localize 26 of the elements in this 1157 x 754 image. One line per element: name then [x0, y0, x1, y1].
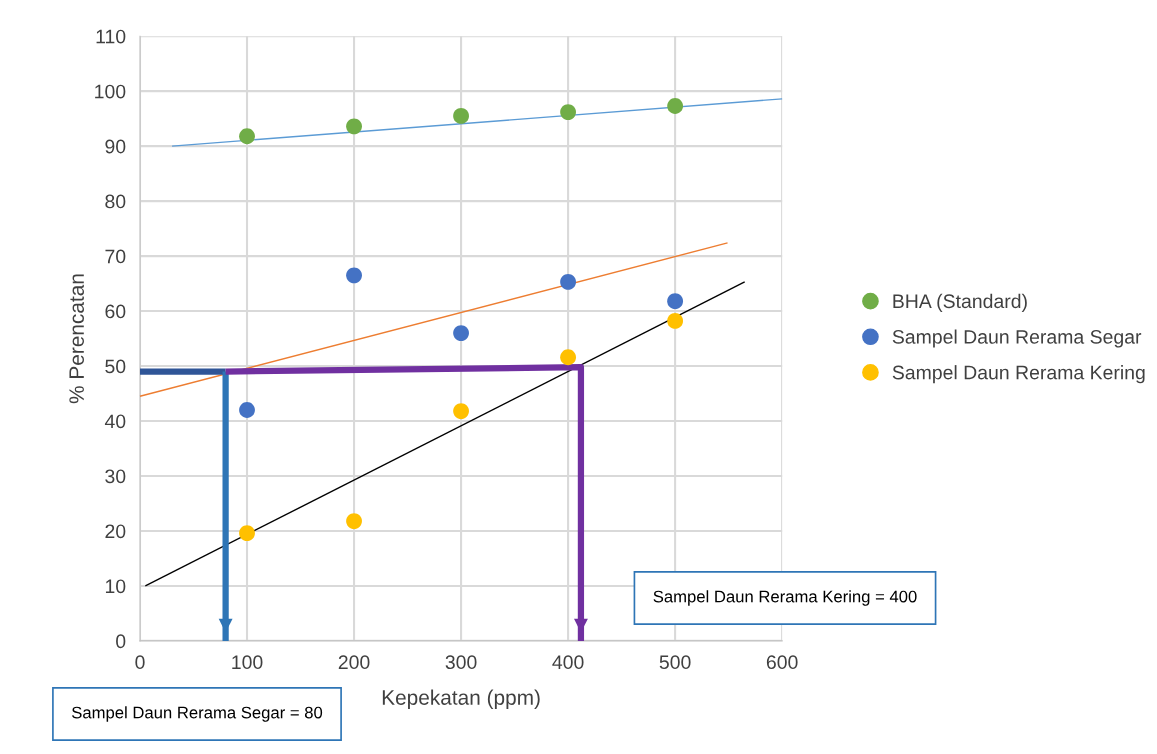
y-tick-label: 70: [105, 249, 126, 264]
x-tick-label: 300: [445, 655, 477, 670]
x-axis-title: Kepekatan (ppm): [382, 689, 540, 709]
legend-label: Sampel Daun Rerama Segar: [892, 329, 1142, 348]
x-tick-label: 600: [766, 655, 798, 670]
y-tick-label: 60: [105, 304, 126, 319]
y-tick-label: 40: [104, 414, 126, 429]
x-tick-label: 500: [659, 655, 691, 670]
y-axis-title: % Perencatan: [69, 274, 84, 404]
x-tick-label: 400: [552, 655, 584, 670]
y-tick-label: 110: [96, 29, 126, 44]
y-tick-label: 50: [105, 359, 126, 374]
y-tick-label: 10: [105, 579, 126, 594]
text: Sampel Daun Rerama Segar = 80: [72, 706, 323, 722]
y-tick-label: 90: [105, 139, 126, 154]
y-tick-label: 20: [105, 524, 126, 539]
y-tick-label: 100: [95, 84, 126, 99]
y-tick-label: 80: [105, 194, 126, 209]
x-tick-label: 200: [338, 655, 370, 670]
x-tick-label: 0: [135, 655, 145, 670]
annotation: Sampel Daun Rerama Kering = 400: [653, 590, 917, 606]
legend-label: Sampel Daun Rerama Kering: [892, 365, 1145, 384]
legend-label: BHA (Standard): [893, 293, 1027, 312]
y-tick-label: 0: [116, 634, 126, 649]
y-tick-label: 30: [105, 469, 126, 484]
x-tick-label: 100: [232, 655, 263, 670]
